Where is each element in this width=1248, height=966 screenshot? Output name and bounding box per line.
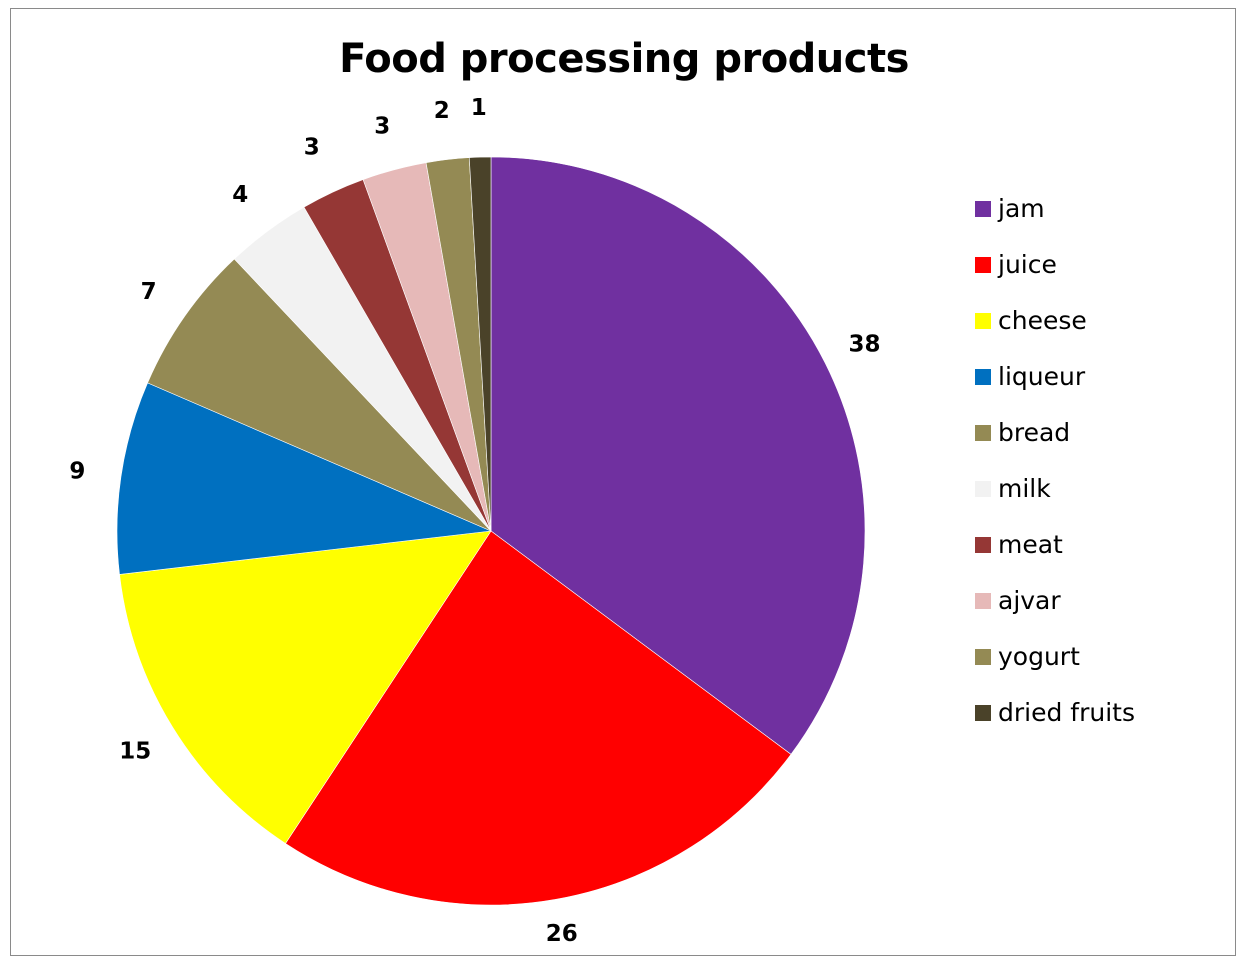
legend-item-dried-fruits: dried fruits <box>975 695 1135 751</box>
data-label-ajvar: 3 <box>374 113 390 139</box>
legend-label: dried fruits <box>998 698 1135 727</box>
legend-label: bread <box>998 418 1071 447</box>
data-label-juice: 26 <box>546 921 578 947</box>
legend-item-meat: meat <box>975 527 1135 583</box>
legend-swatch <box>975 257 991 273</box>
pie-slice-liqueur <box>116 382 493 575</box>
pie-slice-cheese <box>119 530 492 844</box>
data-label-liqueur: 9 <box>69 458 85 484</box>
legend-label: juice <box>998 250 1057 279</box>
legend-item-cheese: cheese <box>975 303 1135 359</box>
legend-swatch <box>975 201 991 217</box>
legend-label: cheese <box>998 306 1087 335</box>
legend-label: jam <box>998 194 1045 223</box>
legend-swatch <box>975 481 991 497</box>
data-label-meat: 3 <box>304 135 320 161</box>
legend: jam juice cheese liqueur bread milk meat ajvar y… <box>975 191 1135 751</box>
legend-label: ajvar <box>998 586 1061 615</box>
legend-swatch <box>975 313 991 329</box>
legend-item-liqueur: liqueur <box>975 359 1135 415</box>
legend-swatch <box>975 537 991 553</box>
pie-slice-juice <box>285 530 792 906</box>
legend-label: milk <box>998 474 1051 503</box>
legend-item-juice: juice <box>975 247 1135 303</box>
data-label-jam: 38 <box>848 331 880 357</box>
pie-slice-dried-fruits <box>468 156 492 532</box>
data-label-bread: 7 <box>141 279 157 305</box>
legend-label: liqueur <box>998 362 1086 391</box>
legend-swatch <box>975 593 991 609</box>
legend-item-yogurt: yogurt <box>975 639 1135 695</box>
legend-item-jam: jam <box>975 191 1135 247</box>
pie-slice-bread <box>147 258 492 532</box>
legend-label: yogurt <box>998 642 1080 671</box>
legend-label: meat <box>998 530 1063 559</box>
chart-title: Food processing products <box>339 36 909 82</box>
legend-swatch <box>975 705 991 721</box>
pie-data-labels: 38 26 15 9 7 4 3 3 2 1 <box>69 95 880 947</box>
legend-item-milk: milk <box>975 471 1135 527</box>
legend-item-bread: bread <box>975 415 1135 471</box>
pie-slice-jam <box>490 156 866 755</box>
legend-swatch <box>975 369 991 385</box>
data-label-cheese: 15 <box>119 738 151 764</box>
data-label-yogurt: 2 <box>434 98 450 124</box>
legend-swatch <box>975 649 991 665</box>
legend-item-ajvar: ajvar <box>975 583 1135 639</box>
data-label-dried-fruits: 1 <box>471 95 487 121</box>
legend-swatch <box>975 425 991 441</box>
pie-slices <box>116 156 866 906</box>
data-label-milk: 4 <box>232 182 248 208</box>
